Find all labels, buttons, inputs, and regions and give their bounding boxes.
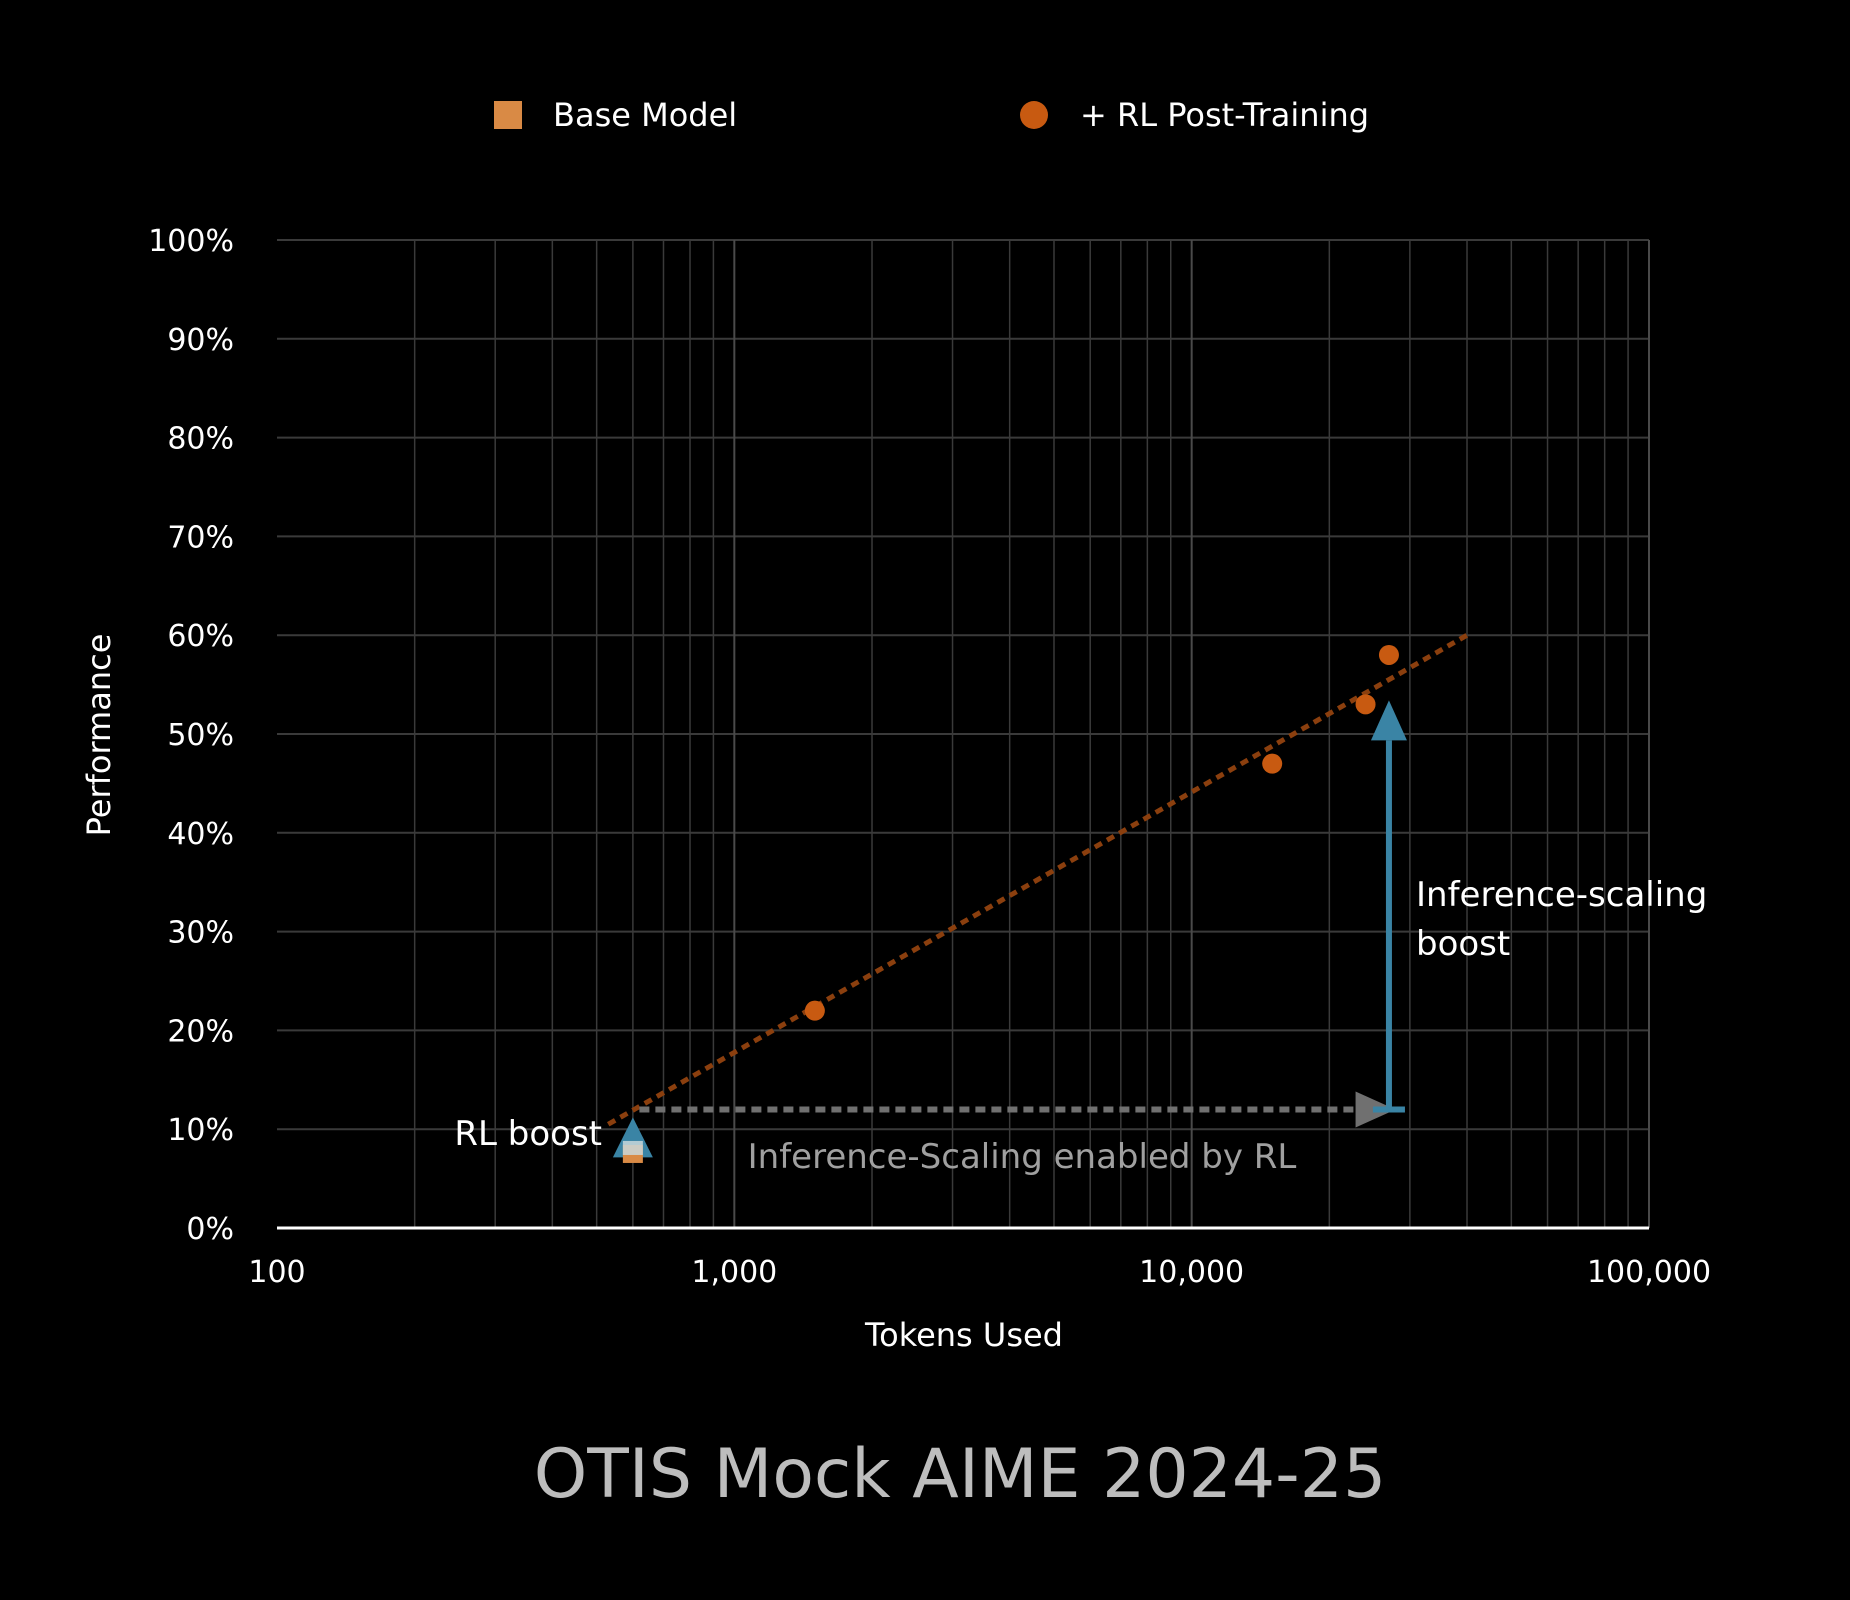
- trendline: [606, 633, 1469, 1127]
- x-tick-label: 1,000: [691, 1255, 777, 1290]
- inference-boost-label: boost: [1416, 924, 1510, 964]
- boost-arrow-head: [1370, 700, 1407, 741]
- grid: [277, 239, 1650, 1228]
- y-tick-label: 40%: [167, 817, 234, 852]
- scaling-enabled-label: Inference-Scaling enabled by RL: [748, 1137, 1297, 1177]
- y-axis-label: Performance: [80, 634, 118, 837]
- y-tick-label: 20%: [167, 1014, 234, 1049]
- legend-label-base: Base Model: [553, 96, 737, 134]
- axes: 0% 10% 20% 30% 40% 50% 60% 70% 80% 90% 100% 100 1,00…: [148, 224, 1711, 1290]
- x-tick-label: 100: [248, 1255, 305, 1290]
- legend-label-rl: + RL Post-Training: [1080, 96, 1369, 134]
- legend: Base Model + RL Post-Training: [494, 96, 1369, 134]
- y-tick-label: 60%: [167, 619, 234, 654]
- y-tick-label: 90%: [167, 323, 234, 358]
- base-model-point-overlay: [622, 1140, 643, 1155]
- y-tick-label: 30%: [167, 916, 234, 951]
- rl-point: [1262, 753, 1283, 774]
- annotations: Inference-Scaling enabled by RL Inference…: [454, 700, 1707, 1177]
- rl-point: [1378, 644, 1399, 665]
- trendline-group: [606, 633, 1469, 1127]
- y-tick-label: 100%: [148, 224, 234, 259]
- inference-boost-label: Inference-scaling: [1416, 875, 1707, 915]
- legend-square-marker: [494, 101, 522, 129]
- rl-boost-label: RL boost: [454, 1114, 602, 1154]
- x-tick-label: 10,000: [1139, 1255, 1244, 1290]
- y-tick-label: 0%: [186, 1212, 234, 1247]
- rl-point: [1355, 694, 1376, 715]
- rl-point: [804, 1000, 825, 1021]
- y-tick-label: 80%: [167, 422, 234, 457]
- legend-circle-marker: [1020, 101, 1048, 129]
- x-axis-label: Tokens Used: [864, 1316, 1063, 1354]
- y-tick-label: 10%: [167, 1113, 234, 1148]
- y-tick-label: 70%: [167, 520, 234, 555]
- x-tick-label: 100,000: [1587, 1255, 1711, 1290]
- chart-title: OTIS Mock AIME 2024-25: [534, 1435, 1387, 1514]
- data-points: [622, 644, 1399, 1163]
- y-tick-label: 50%: [167, 718, 234, 753]
